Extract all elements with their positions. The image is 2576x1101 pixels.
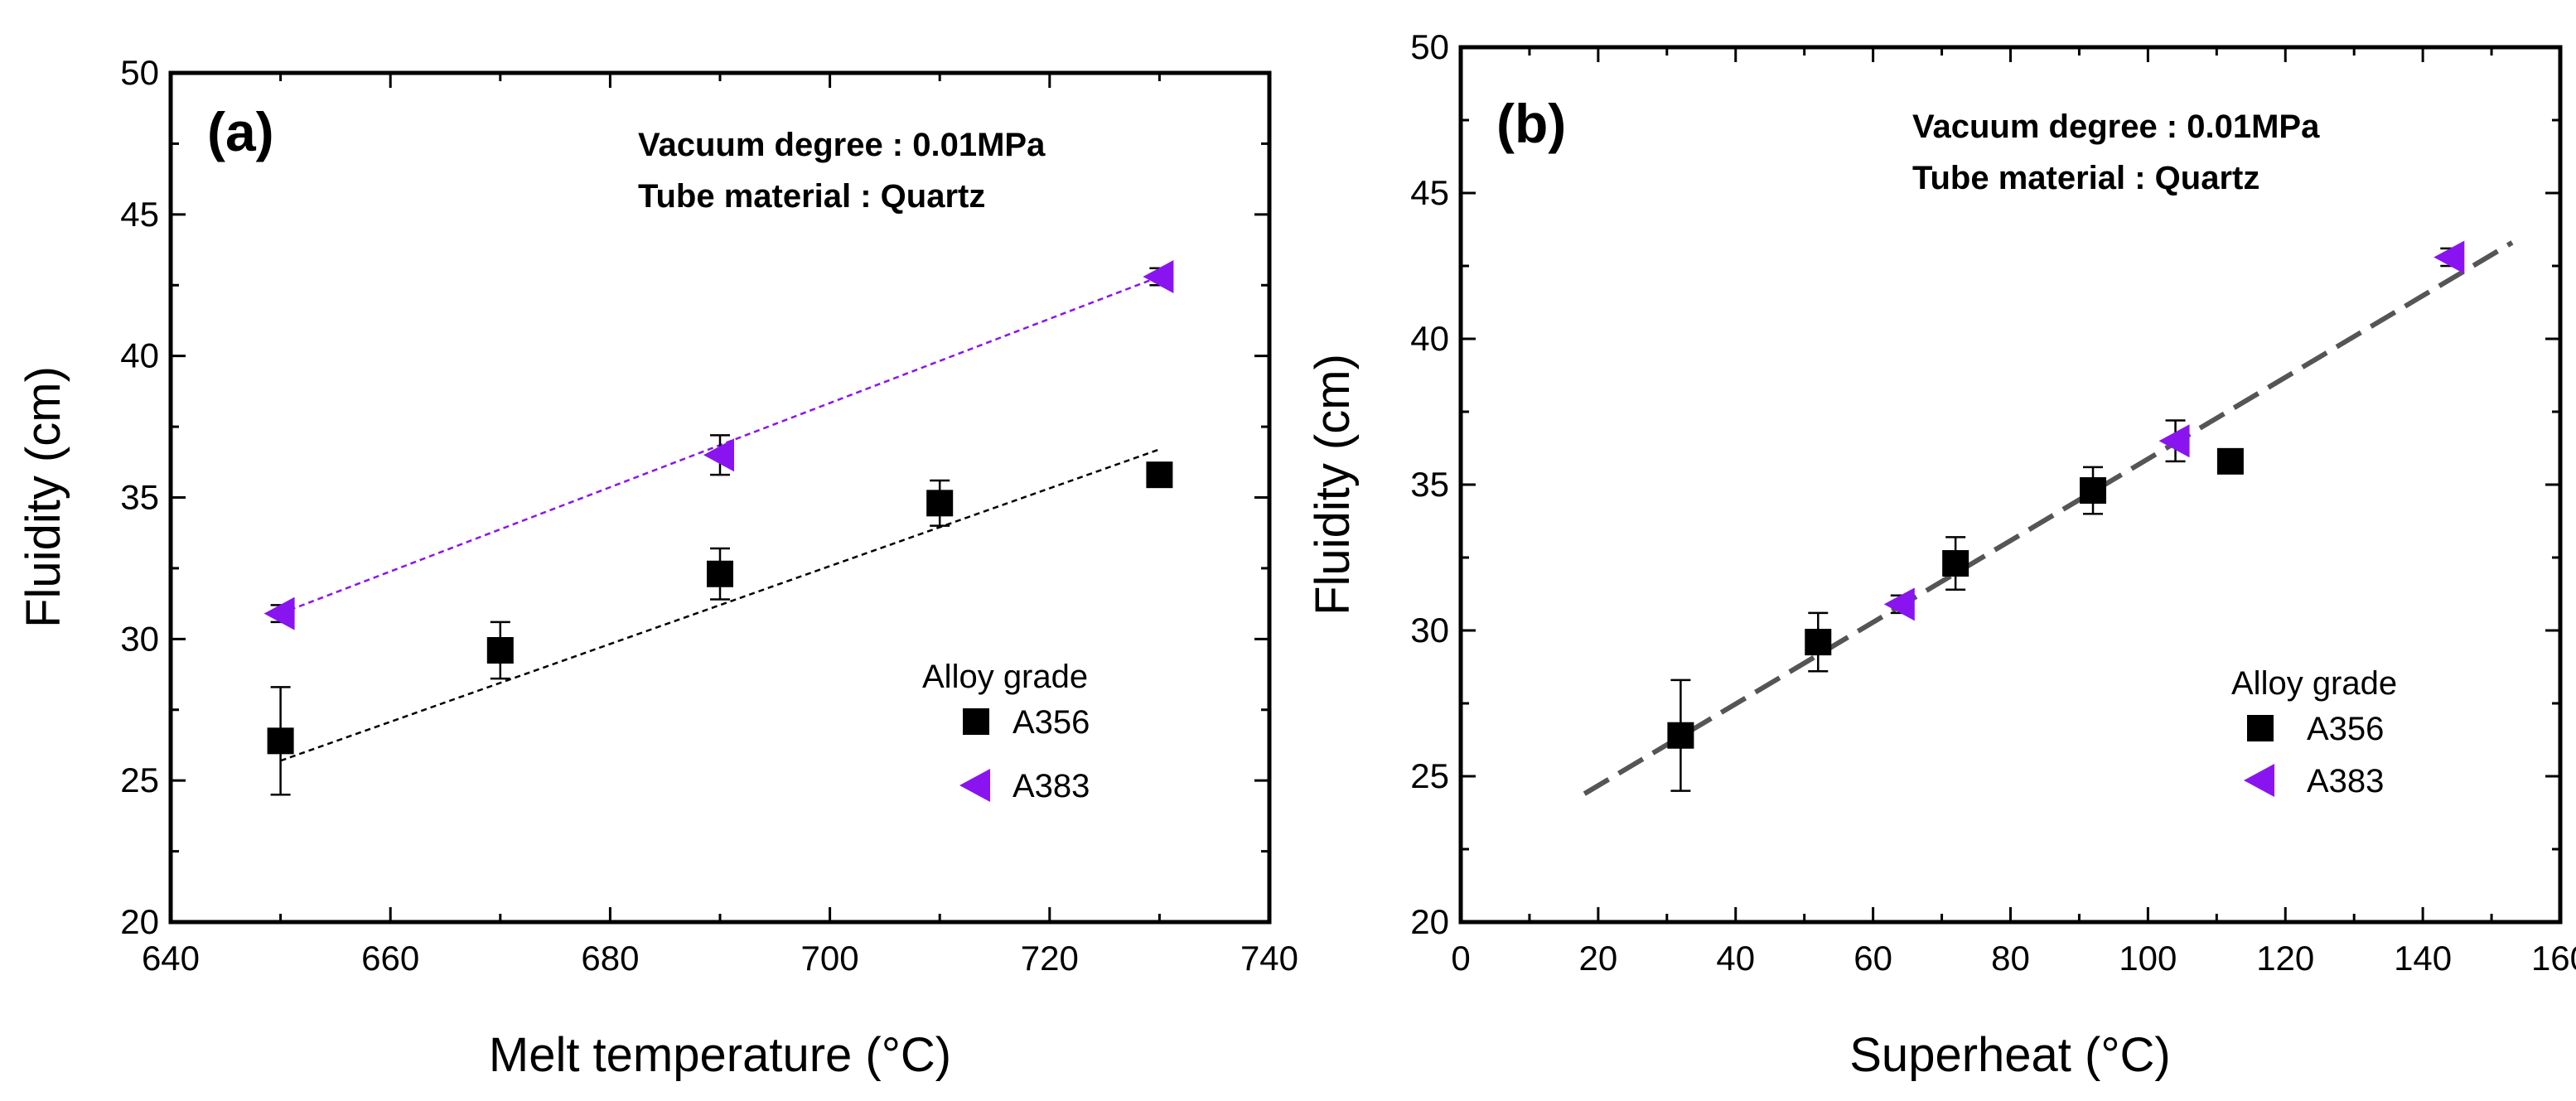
panel-b-y-tick-label: 40: [1410, 319, 1449, 358]
panel-a-legend-marker-a383: [959, 769, 990, 802]
panel-a-point-a383: [263, 596, 295, 630]
panel-b-point-a383: [2433, 240, 2465, 274]
panel-b-point-a356: [1942, 550, 1969, 577]
panel-a-y-axis-label: Fluidity (cm): [17, 366, 70, 628]
panel-a-y-tick-label: 20: [120, 902, 159, 941]
panel-b-legend-label-a356: A356: [2307, 711, 2384, 747]
panel-a-y-tick-label: 30: [120, 619, 159, 658]
panel-b-label: (b): [1496, 93, 1566, 154]
panel-b-x-tick-label: 100: [2119, 939, 2177, 978]
panel-a-x-tick-label: 740: [1240, 939, 1298, 978]
panel-a-y-tick-label: 35: [120, 478, 159, 517]
panel-a-point-a356: [1146, 461, 1173, 489]
panel-a-fit-line-a356: [280, 448, 1160, 762]
panel-a-point-a356: [486, 637, 514, 664]
panel-a-note-vacuum: Vacuum degree : 0.01MPa: [638, 127, 1046, 163]
panel-a-point-a383: [703, 438, 734, 472]
panel-b-y-tick-label: 50: [1410, 27, 1449, 66]
panel-b-point-a356: [1805, 629, 1832, 656]
panel-b-y-tick-label: 45: [1410, 173, 1449, 212]
panel-b-point-a356: [1667, 722, 1694, 749]
panel-a-point-a356: [707, 560, 733, 587]
panel-b-legend-marker-a383: [2244, 764, 2274, 797]
panel-b-y-tick-label: 25: [1410, 756, 1449, 795]
panel-a-point-a383: [1143, 260, 1174, 293]
panel-b-x-tick-label: 60: [1853, 939, 1892, 978]
panel-b-y-axis-label: Fluidity (cm): [1306, 354, 1360, 616]
panel-a-legend-title: Alloy grade: [922, 659, 1088, 695]
panel-b-legend-title: Alloy grade: [2231, 665, 2397, 702]
panel-b-x-tick-label: 0: [1451, 939, 1470, 978]
panel-b-y-tick-label: 30: [1410, 611, 1449, 649]
panel-a-y-tick-label: 40: [120, 336, 159, 375]
panel-b-x-tick-label: 120: [2256, 939, 2314, 978]
panel-b-x-tick-label: 160: [2531, 939, 2576, 978]
panel-a-legend-marker-a356: [963, 708, 989, 735]
panel-a-x-tick-label: 660: [361, 939, 419, 978]
panel-b-x-tick-label: 80: [1991, 939, 2030, 978]
panel-a-point-a356: [267, 727, 294, 755]
panel-b-point-a383: [2158, 424, 2190, 458]
panel-a-point-a356: [926, 490, 954, 517]
panel-a-y-tick-label: 50: [120, 53, 159, 92]
panel-a-legend-label-a383: A383: [1013, 768, 1090, 804]
panel-b-point-a356: [2080, 477, 2107, 505]
chart-panel-b: (b) Vacuum degree : 0.01MPa Tube materia…: [1306, 27, 2576, 1082]
panel-b-x-tick-label: 20: [1579, 939, 1618, 978]
panel-b-note-vacuum: Vacuum degree : 0.01MPa: [1912, 109, 2320, 145]
panel-b-point-a356: [2216, 447, 2244, 475]
panel-a-y-tick-label: 45: [120, 195, 159, 234]
panel-b-legend-marker-a356: [2247, 715, 2274, 741]
panel-b-fit-line-all: [1583, 240, 2514, 796]
panel-b-y-tick-label: 35: [1410, 465, 1449, 504]
panel-a-x-tick-label: 680: [581, 939, 639, 978]
panel-a-y-tick-label: 25: [120, 761, 159, 799]
panel-b-legend-label-a383: A383: [2307, 763, 2384, 799]
panel-b-x-tick-label: 40: [1716, 939, 1755, 978]
panel-b-point-a383: [1883, 587, 1915, 621]
panel-a-x-tick-label: 720: [1021, 939, 1079, 978]
panel-a-x-tick-label: 700: [801, 939, 859, 978]
panel-b-note-tube: Tube material : Quartz: [1912, 160, 2259, 196]
panel-b-x-axis-label: Superheat (°C): [1849, 1028, 2170, 1082]
panel-b-y-tick-label: 20: [1410, 902, 1449, 941]
panel-a-label: (a): [207, 101, 274, 162]
panel-a-x-tick-label: 640: [142, 939, 200, 978]
panel-a-note-tube: Tube material : Quartz: [638, 178, 985, 215]
panel-b-x-tick-label: 140: [2394, 939, 2452, 978]
chart-panel-a: (a) Vacuum degree : 0.01MPa Tube materia…: [17, 53, 1298, 1082]
panel-a-legend-label-a356: A356: [1013, 704, 1090, 741]
panel-a-x-axis-label: Melt temperature (°C): [489, 1028, 951, 1082]
